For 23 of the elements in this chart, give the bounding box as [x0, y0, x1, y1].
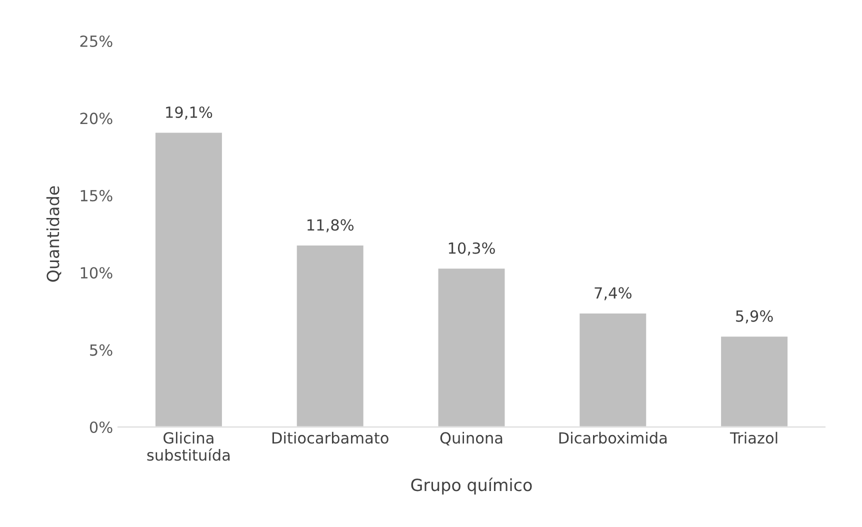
x-axis-title: Grupo químico — [411, 478, 532, 494]
y-tick-label: 0% — [90, 421, 112, 434]
x-tick-label: Ditiocarbamato — [272, 432, 388, 444]
bar — [578, 312, 648, 427]
y-tick-label: 5% — [90, 344, 112, 356]
y-tick-label: 10% — [80, 267, 112, 279]
data-label: 5,9% — [736, 310, 773, 324]
data-label: 10,3% — [448, 242, 495, 256]
bar — [154, 131, 224, 427]
y-tick-label: 15% — [80, 190, 112, 202]
y-tick-label: 20% — [80, 112, 112, 124]
x-tick-label: Quinona — [440, 432, 502, 446]
y-tick-label: 25% — [80, 35, 112, 48]
bar — [720, 335, 789, 427]
bar — [436, 267, 506, 427]
data-label: 7,4% — [594, 287, 632, 300]
x-tick-label: Dicarboximida — [559, 432, 667, 444]
x-tick-label: Triazol — [730, 432, 778, 444]
data-label: 19,1% — [166, 106, 212, 120]
bar — [295, 244, 365, 427]
x-tick-label: Glicina substituída — [147, 432, 230, 461]
y-axis-title: Quantidade — [46, 186, 62, 282]
data-label: 11,8% — [308, 219, 354, 232]
